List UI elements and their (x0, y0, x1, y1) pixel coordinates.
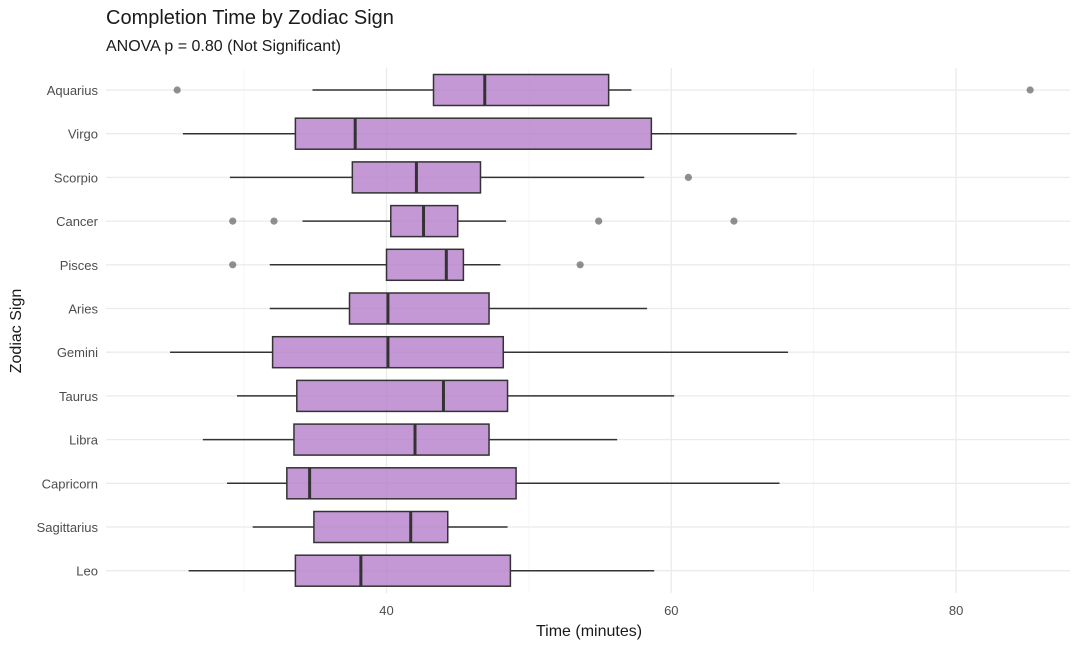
outlier-point (229, 261, 237, 269)
box-aquarius: Aquarius (47, 73, 1034, 107)
y-tick-label: Scorpio (54, 170, 98, 185)
iqr-box (432, 73, 610, 107)
y-tick-label: Cancer (56, 214, 99, 229)
outlier-point (595, 217, 603, 225)
box-scorpio: Scorpio (54, 161, 692, 194)
outlier-point (730, 217, 738, 225)
chart-title: Completion Time by Zodiac Sign (106, 7, 394, 29)
box-leo: Leo (76, 554, 655, 587)
y-tick-label: Taurus (59, 389, 99, 404)
iqr-box (294, 554, 512, 587)
y-tick-label: Gemini (57, 345, 98, 360)
box-sagittarius: Sagittarius (37, 510, 508, 544)
iqr-box (348, 292, 490, 325)
iqr-box (313, 510, 449, 544)
y-tick-label: Sagittarius (37, 520, 99, 535)
y-tick-label: Capricorn (42, 476, 98, 491)
outlier-point (270, 217, 278, 225)
box-capricorn: Capricorn (42, 467, 780, 500)
y-tick-label: Leo (76, 564, 98, 579)
box-libra: Libra (69, 423, 618, 456)
x-tick-label: 80 (949, 603, 963, 618)
y-tick-label: Libra (69, 433, 99, 448)
box-virgo: Virgo (68, 117, 797, 150)
y-tick-label: Pisces (60, 258, 99, 273)
chart-subtitle: ANOVA p = 0.80 (Not Significant) (106, 38, 341, 55)
iqr-box (294, 117, 653, 150)
iqr-box (385, 248, 465, 282)
x-axis-title: Time (minutes) (536, 623, 642, 640)
iqr-box (296, 379, 509, 413)
box-aries: Aries (68, 292, 648, 325)
x-tick-label: 60 (664, 603, 678, 618)
y-tick-label: Virgo (68, 127, 98, 142)
y-axis-title: Zodiac Sign (8, 289, 25, 374)
box-pisces: Pisces (60, 248, 584, 282)
outlier-point (576, 261, 584, 269)
iqr-box (286, 467, 517, 500)
plot-area: 40 60 80 Aquarius Virgo Scorpio Cancer Pisces Ar… (37, 68, 1070, 618)
iqr-box (293, 423, 490, 456)
y-tick-label: Aquarius (47, 83, 99, 98)
box-gemini: Gemini (57, 335, 789, 369)
box-taurus: Taurus (59, 379, 675, 413)
x-tick-label: 40 (379, 603, 393, 618)
outlier-point (229, 217, 237, 225)
outlier-point (1026, 86, 1034, 94)
outlier-point (173, 86, 181, 94)
box-cancer: Cancer (56, 204, 738, 238)
y-tick-label: Aries (68, 302, 98, 317)
outlier-point (684, 173, 692, 181)
